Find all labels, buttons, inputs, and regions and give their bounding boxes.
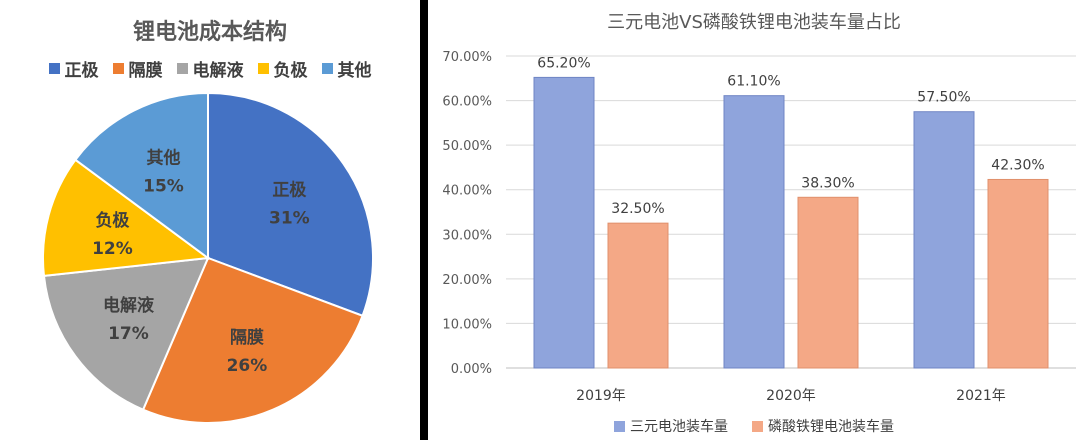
bar-value-label: 57.50%	[917, 90, 970, 106]
legend-swatch	[752, 420, 763, 432]
pie-legend-item: 隔膜	[112, 56, 163, 81]
legend-swatch	[176, 63, 188, 74]
pie-legend-item: 正极	[48, 56, 99, 81]
bar-0-2	[913, 111, 975, 369]
bar-chart-panel: 三元电池VS磷酸铁锂电池装车量占比 0.00% 10.00% 20.00% 30.00…	[428, 0, 1080, 440]
pie-chart-panel: 锂电池成本结构 正极 隔膜 电解液 负极 其他 正极 31% 隔膜 26% 电解液 17%…	[0, 0, 420, 440]
bar-legend-item: 三元电池装车量	[614, 416, 728, 436]
pie-legend-item: 负极	[257, 56, 308, 81]
bar-0-1	[723, 95, 785, 369]
pie-chart-svg: 正极 31% 隔膜 26% 电解液 17% 负极 12% 其他 15%	[42, 91, 374, 424]
pie-legend-label: 正极	[64, 61, 99, 81]
panel-divider	[420, 0, 428, 440]
bar-0-0	[533, 76, 595, 369]
legend-swatch	[321, 63, 333, 74]
bar-value-label: 32.50%	[611, 201, 664, 217]
legend-swatch	[614, 420, 625, 432]
x-tick-label: 2020年	[766, 388, 816, 404]
bar-value-label: 38.30%	[801, 175, 854, 191]
pie-legend: 正极 隔膜 电解液 负极 其他	[0, 56, 420, 81]
y-tick-label: 70.00%	[442, 50, 492, 65]
x-tick-label: 2021年	[956, 388, 1006, 404]
pie-slice-4	[74, 91, 209, 260]
pie-slice-3	[42, 158, 211, 278]
pie-slice-label: 其他	[146, 148, 180, 169]
pie-slice-label: 隔膜	[230, 327, 264, 348]
y-tick-label: 50.00%	[442, 139, 492, 154]
bar-chart-svg: 0.00% 10.00% 20.00% 30.00% 40.00% 50.00% 60.00…	[442, 50, 1076, 404]
pie-legend-label: 负极	[273, 61, 308, 81]
bar-value-label: 42.30%	[991, 157, 1044, 173]
pie-legend-label: 其他	[337, 61, 372, 81]
bar-chart-title: 三元电池VS磷酸铁锂电池装车量占比	[607, 12, 901, 33]
y-tick-label: 30.00%	[442, 228, 492, 243]
bar-1-0	[607, 222, 669, 369]
bar-legend-label: 三元电池装车量	[630, 419, 728, 435]
bar-legend: 三元电池装车量 磷酸铁锂电池装车量	[428, 416, 1080, 436]
legend-swatch	[257, 63, 269, 74]
pie-legend-item: 电解液	[176, 56, 244, 81]
pie-slice-value: 26%	[227, 356, 268, 376]
pie-legend-label: 电解液	[192, 61, 244, 81]
pie-legend-item: 其他	[321, 56, 372, 81]
pie-slice-label: 正极	[272, 181, 306, 201]
pie-slice-label: 电解液	[103, 295, 154, 316]
pie-slice-value: 15%	[143, 177, 184, 197]
bar-value-label: 65.20%	[537, 55, 590, 71]
pie-slice-0	[207, 91, 374, 318]
pie-slice-value: 12%	[92, 239, 133, 259]
bar-legend-item: 磷酸铁锂电池装车量	[752, 416, 894, 436]
y-tick-label: 60.00%	[442, 95, 492, 110]
pie-legend-label: 隔膜	[128, 61, 163, 81]
pie-slice-label: 负极	[95, 210, 129, 231]
bar-1-2	[987, 178, 1049, 369]
pie-chart-title: 锂电池成本结构	[132, 20, 287, 45]
y-tick-label: 40.00%	[442, 184, 492, 199]
pie-slice-2	[42, 256, 210, 412]
bar-value-label: 61.10%	[727, 74, 780, 90]
y-tick-label: 0.00%	[451, 362, 492, 377]
bar-1-1	[797, 196, 859, 369]
x-tick-label: 2019年	[576, 388, 626, 404]
legend-swatch	[112, 63, 124, 74]
pie-slice-value: 31%	[269, 209, 310, 229]
bar-legend-label: 磷酸铁锂电池装车量	[768, 419, 894, 435]
y-tick-label: 10.00%	[442, 317, 492, 332]
legend-swatch	[48, 63, 60, 74]
pie-slice-value: 17%	[108, 324, 149, 344]
pie-slice-1	[141, 256, 364, 424]
y-tick-label: 20.00%	[442, 273, 492, 288]
